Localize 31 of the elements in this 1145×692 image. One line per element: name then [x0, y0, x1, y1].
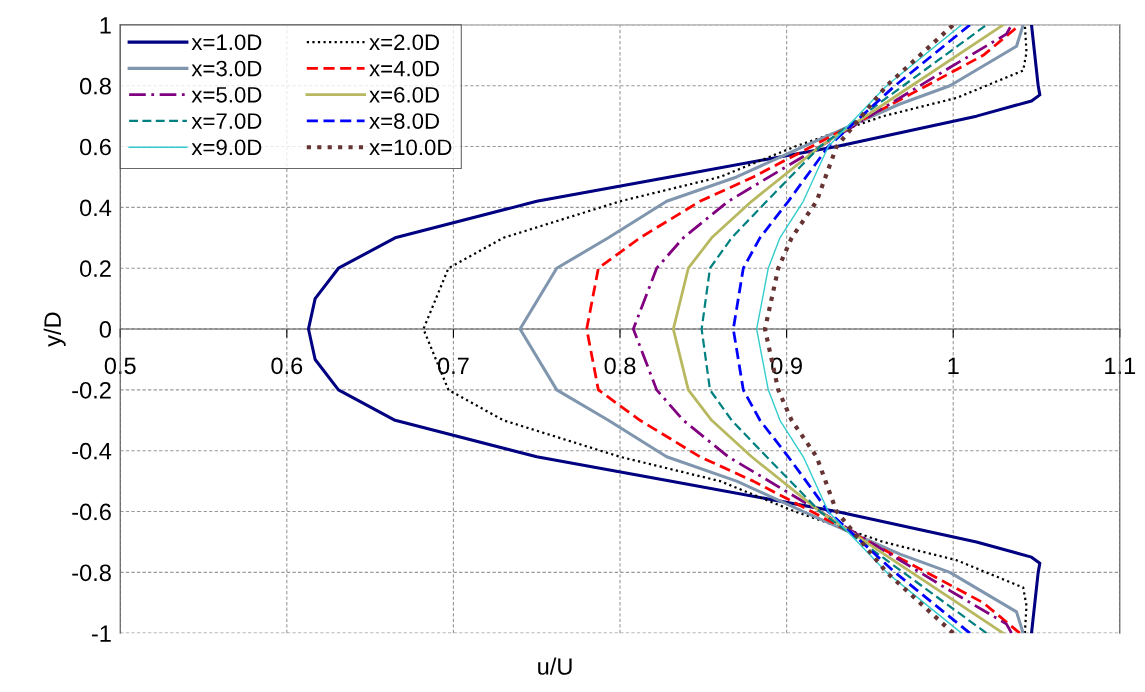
- legend-label: x=9.0D: [191, 139, 262, 156]
- x-axis-title: u/U: [538, 657, 572, 675]
- y-tick-label: -0.2: [72, 381, 111, 399]
- y-tick-label: 0.6: [79, 138, 111, 156]
- legend-label: x=2.0D: [369, 34, 439, 51]
- legend-label: x=8.0D: [369, 113, 439, 129]
- legend-label: x=1.0D: [191, 34, 262, 51]
- legend-label: x=10.0D: [369, 139, 452, 156]
- y-tick-label: -0.6: [72, 503, 111, 521]
- legend-label: x=3.0D: [191, 60, 262, 77]
- y-tick-label: 0.2: [79, 260, 111, 278]
- x-tick-label: 0.9: [771, 357, 802, 375]
- legend-label: x=7.0D: [191, 113, 262, 129]
- x-tick-label: 1: [948, 357, 959, 374]
- y-tick-label: 0.8: [79, 77, 111, 95]
- legend-label: x=6.0D: [369, 86, 439, 103]
- x-tick-label: 0.6: [271, 357, 303, 375]
- y-tick-label: -0.8: [72, 564, 111, 582]
- x-tick-label: 0.7: [437, 357, 469, 375]
- y-tick-label: -0.4: [72, 442, 112, 460]
- y-tick-label: 1: [100, 17, 111, 34]
- legend-label: x=4.0D: [369, 60, 439, 77]
- y-tick-label: 0: [99, 321, 111, 338]
- y-axis-title: y/D: [43, 312, 66, 347]
- x-tick-label: 1.1: [1105, 357, 1136, 374]
- line-series: [306, 24, 1042, 634]
- x-tick-label: 0.8: [604, 357, 636, 375]
- x-tick-label: 0.5: [104, 357, 136, 375]
- y-tick-label: 0.4: [79, 199, 112, 217]
- legend-label: x=5.0D: [191, 86, 262, 103]
- y-tick-label: -1: [91, 625, 111, 642]
